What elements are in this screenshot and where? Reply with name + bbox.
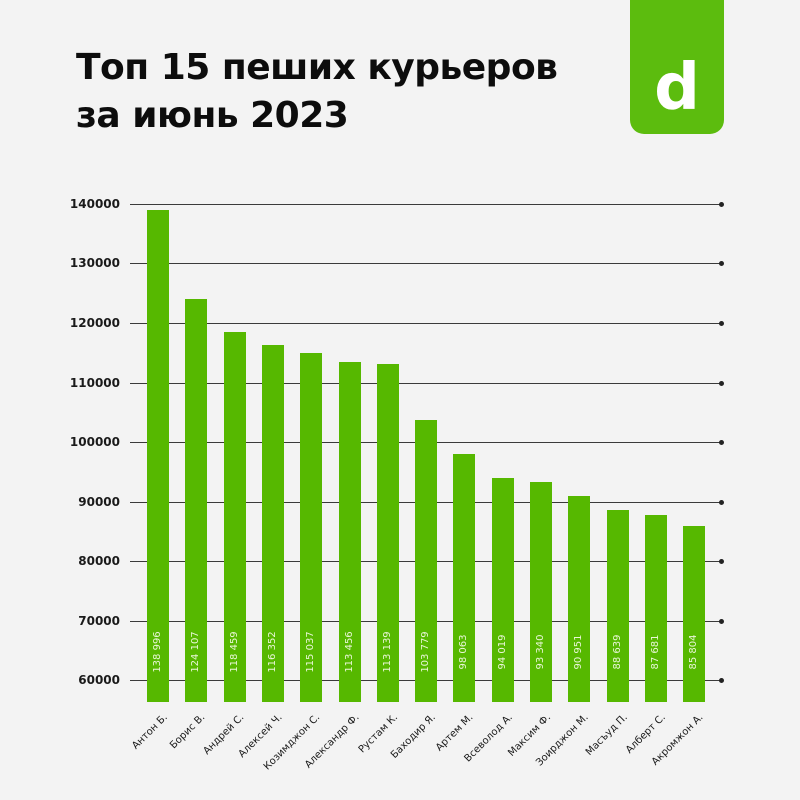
gridline-end-dot-icon: [719, 261, 724, 266]
gridline-end-dot-icon: [719, 381, 724, 386]
bar: 94 019: [492, 478, 514, 702]
x-axis-category-label: Борис В.: [168, 712, 208, 752]
bar-value-label: 113 456: [344, 631, 355, 673]
bar-value-label: 87 681: [650, 634, 661, 670]
bar-value-label: 113 139: [382, 631, 393, 673]
bar-value-label: 115 037: [305, 631, 316, 673]
y-axis-tick-label: 90000: [78, 495, 120, 509]
x-axis-category-label: Антон Б.: [130, 712, 170, 752]
bar: 87 681: [645, 515, 667, 702]
bar: 138 996: [147, 210, 169, 702]
gridline-end-dot-icon: [719, 678, 724, 683]
bar: 85 804: [683, 526, 705, 702]
title-line-2: за июнь 2023: [76, 95, 349, 136]
bar: 115 037: [300, 353, 322, 702]
bar: 118 459: [224, 332, 246, 702]
gridline: [130, 383, 722, 384]
gridline-end-dot-icon: [719, 619, 724, 624]
y-axis-tick-label: 60000: [78, 673, 120, 687]
bar-value-label: 118 459: [229, 631, 240, 673]
y-axis-tick-label: 70000: [78, 614, 120, 628]
logo-glyph: d: [654, 51, 700, 125]
y-axis-tick-label: 130000: [69, 256, 120, 270]
bar-value-label: 88 639: [612, 634, 623, 670]
gridline-end-dot-icon: [719, 440, 724, 445]
bar: 88 639: [607, 510, 629, 702]
bar: 98 063: [453, 454, 475, 702]
title-line-1: Топ 15 пеших курьеров: [76, 47, 558, 88]
bar-value-label: 124 107: [190, 631, 201, 673]
bar: 103 779: [415, 420, 437, 702]
bar: 116 352: [262, 345, 284, 702]
y-axis-tick-label: 80000: [78, 554, 120, 568]
gridline: [130, 204, 722, 205]
gridline: [130, 263, 722, 264]
bar: 113 139: [377, 364, 399, 702]
y-axis-tick-label: 140000: [69, 197, 120, 211]
chart-title: Топ 15 пеших курьеров за июнь 2023: [76, 44, 558, 140]
bar: 93 340: [530, 482, 552, 702]
bar-value-label: 90 951: [573, 634, 584, 670]
gridline: [130, 323, 722, 324]
bar: 90 951: [568, 496, 590, 702]
bar-value-label: 94 019: [497, 634, 508, 670]
bar-value-label: 93 340: [535, 634, 546, 670]
y-axis-tick-label: 120000: [69, 316, 120, 330]
gridline-end-dot-icon: [719, 321, 724, 326]
bar: 124 107: [185, 299, 207, 702]
x-axis-category-label: Артем М.: [433, 712, 476, 754]
y-axis-tick-label: 110000: [69, 376, 120, 390]
bar-value-label: 85 804: [688, 634, 699, 670]
y-axis-tick-label: 100000: [69, 435, 120, 449]
bar-value-label: 98 063: [458, 634, 469, 670]
bar-value-label: 138 996: [152, 631, 163, 673]
gridline-end-dot-icon: [719, 500, 724, 505]
bar: 113 456: [339, 362, 361, 702]
brand-logo-icon: d: [630, 0, 724, 134]
bar-value-label: 116 352: [267, 631, 278, 673]
gridline-end-dot-icon: [719, 202, 724, 207]
bar-value-label: 103 779: [420, 631, 431, 673]
gridline-end-dot-icon: [719, 559, 724, 564]
